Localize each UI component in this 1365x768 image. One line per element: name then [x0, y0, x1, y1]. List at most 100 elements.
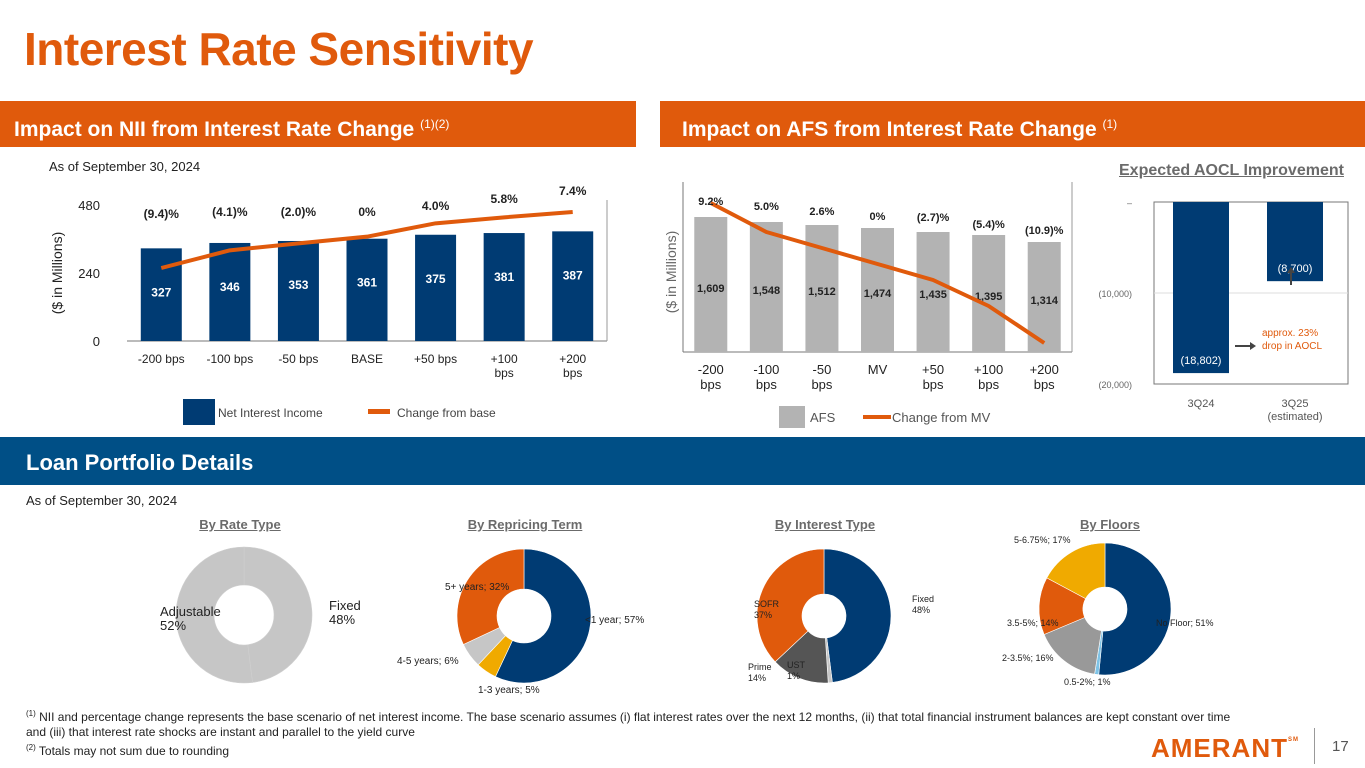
afs-y-axis-label: ($ in Millions): [663, 231, 679, 313]
afs-change-label: 9.2%: [698, 196, 723, 208]
page-title: Interest Rate Sensitivity: [24, 23, 534, 75]
afs-x-tick: bps: [700, 377, 721, 392]
afs-x-tick: MV: [868, 362, 888, 377]
nii-change-label: 5.8%: [490, 192, 518, 206]
floors-slice: [1098, 542, 1172, 676]
floors-slice-label: 5-6.75%; 17%: [1014, 535, 1071, 545]
footnote-1-mark: (1): [26, 709, 36, 718]
nii-bar-label: 361: [357, 276, 377, 290]
floors-slice-label: No Floor; 51%: [1156, 618, 1214, 628]
afs-change-label: 0%: [870, 211, 886, 223]
afs-change-line: [709, 201, 1046, 345]
afs-x-tick: +200: [1030, 362, 1059, 377]
amerant-logo: AMERANTSM: [1151, 733, 1299, 764]
nii-y-tick: 0: [93, 334, 100, 349]
afs-bar: [694, 217, 728, 352]
rate-type-slice-label: 48%: [329, 612, 355, 627]
nii-y-tick: 240: [78, 266, 100, 281]
nii-banner-text: Impact on NII from Interest Rate Change: [14, 118, 415, 141]
interest-type-slice-label: 48%: [912, 605, 930, 615]
rate-type-slice-label: Adjustable: [160, 604, 221, 619]
interest-type-slice-label: Fixed: [912, 594, 934, 604]
repricing-slice-label: 1-3 years; 5%: [478, 685, 540, 696]
afs-x-tick: -200: [698, 362, 724, 377]
afs-bar-label: 1,314: [1030, 295, 1058, 307]
afs-x-tick: bps: [756, 377, 777, 392]
aocl-chart-title: Expected AOCL Improvement: [1119, 162, 1344, 179]
afs-x-tick: bps: [923, 377, 944, 392]
footer-divider: [1314, 728, 1315, 764]
afs-x-tick: bps: [811, 377, 832, 392]
nii-bar-label: 327: [151, 285, 171, 299]
aocl-bar: [1267, 202, 1323, 282]
nii-bar-label: 346: [220, 280, 240, 294]
nii-bar-label: 375: [426, 272, 446, 286]
aocl-annotation-line2: drop in AOCL: [1262, 341, 1322, 352]
nii-bar-label: 387: [563, 268, 583, 282]
repricing-slice-label: 4-5 years; 6%: [397, 656, 459, 667]
nii-y-tick: 480: [78, 198, 100, 213]
repricing-term-title: By Repricing Term: [467, 517, 583, 532]
interest-type-slice-label: SOFR: [754, 599, 780, 609]
nii-legend-line-label: Change from base: [397, 406, 496, 420]
aocl-y-tick: (10,000): [1098, 289, 1132, 299]
afs-x-tick: -50: [813, 362, 832, 377]
afs-x-tick: bps: [1034, 377, 1055, 392]
nii-x-tick: +200: [559, 352, 586, 366]
footnote-2-text: Totals may not sum due to rounding: [35, 744, 230, 758]
nii-x-tick: BASE: [351, 352, 383, 366]
nii-x-tick: -100 bps: [207, 352, 254, 366]
nii-section-banner: Impact on NII from Interest Rate Change …: [0, 101, 636, 147]
aocl-y-tick: (20,000): [1098, 380, 1132, 390]
logo-service-mark: SM: [1288, 737, 1299, 743]
afs-banner-footnote-ref: (1): [1102, 117, 1118, 131]
repricing-slice-label: 5+ years; 32%: [445, 582, 509, 593]
aocl-up-arrow-head-icon: [1287, 267, 1295, 273]
nii-legend-line-swatch: [368, 409, 390, 414]
aocl-chart: – (10,000) (20,000) (18,802) 3Q24 (8,700) 3Q25…: [1098, 198, 1349, 423]
afs-legend-bar-label: AFS: [810, 410, 836, 425]
afs-x-tick: +50: [922, 362, 944, 377]
aocl-bar: [1173, 202, 1229, 374]
aocl-y-tick: –: [1127, 198, 1132, 208]
nii-legend-bar-label: Net Interest Income: [218, 406, 323, 420]
afs-change-label: (10.9)%: [1025, 225, 1064, 237]
aocl-x-tick: (estimated): [1267, 411, 1322, 423]
floors-slice: [1046, 542, 1106, 600]
afs-change-label: 5.0%: [754, 201, 779, 213]
nii-change-label: 7.4%: [559, 184, 587, 198]
afs-legend-bar-swatch: [779, 406, 805, 428]
nii-x-tick: +100: [491, 352, 518, 366]
interest-type-title: By Interest Type: [774, 517, 876, 532]
floors-slice-label: 3.5-5%; 14%: [1007, 618, 1059, 628]
nii-bar: [209, 242, 251, 341]
aocl-bar-label: (18,802): [1181, 355, 1222, 367]
rate-type-slice: [243, 546, 313, 683]
nii-chart: 0 240 480 ($ in Millions) 327 -200 bps 346 -100…: [49, 184, 608, 425]
afs-x-tick: bps: [978, 377, 999, 392]
floors-slice-label: 2-3.5%; 16%: [1002, 653, 1054, 663]
repricing-slice: [456, 548, 525, 645]
afs-bar-label: 1,548: [753, 285, 781, 297]
afs-change-label: (5.4)%: [972, 219, 1005, 231]
interest-type-slice-label: 14%: [748, 673, 766, 683]
footnote-1-text: NII and percentage change represents the…: [26, 710, 1231, 739]
afs-x-tick: +100: [974, 362, 1003, 377]
nii-banner-footnote-ref: (1)(2): [420, 117, 450, 131]
interest-type-slice-label: Prime: [748, 662, 772, 672]
loan-as-of-date: As of September 30, 2024: [26, 493, 178, 508]
loan-portfolio-banner: Loan Portfolio Details: [0, 437, 1365, 485]
nii-bar: [346, 238, 388, 341]
afs-chart: ($ in Millions) 1,609-200bps1,548-100bps1…: [663, 182, 1073, 428]
afs-bar-label: 1,609: [697, 283, 725, 295]
nii-bar-label: 353: [288, 278, 308, 292]
nii-as-of-date: As of September 30, 2024: [49, 159, 201, 174]
afs-x-tick: -100: [753, 362, 779, 377]
nii-x-tick: bps: [563, 366, 582, 380]
page-number: 17: [1332, 738, 1349, 755]
nii-change-label: (9.4)%: [144, 207, 180, 221]
floors-title: By Floors: [1080, 517, 1140, 532]
nii-change-label: (2.0)%: [281, 205, 317, 219]
footnote-1: (1) NII and percentage change represents…: [26, 706, 1236, 740]
